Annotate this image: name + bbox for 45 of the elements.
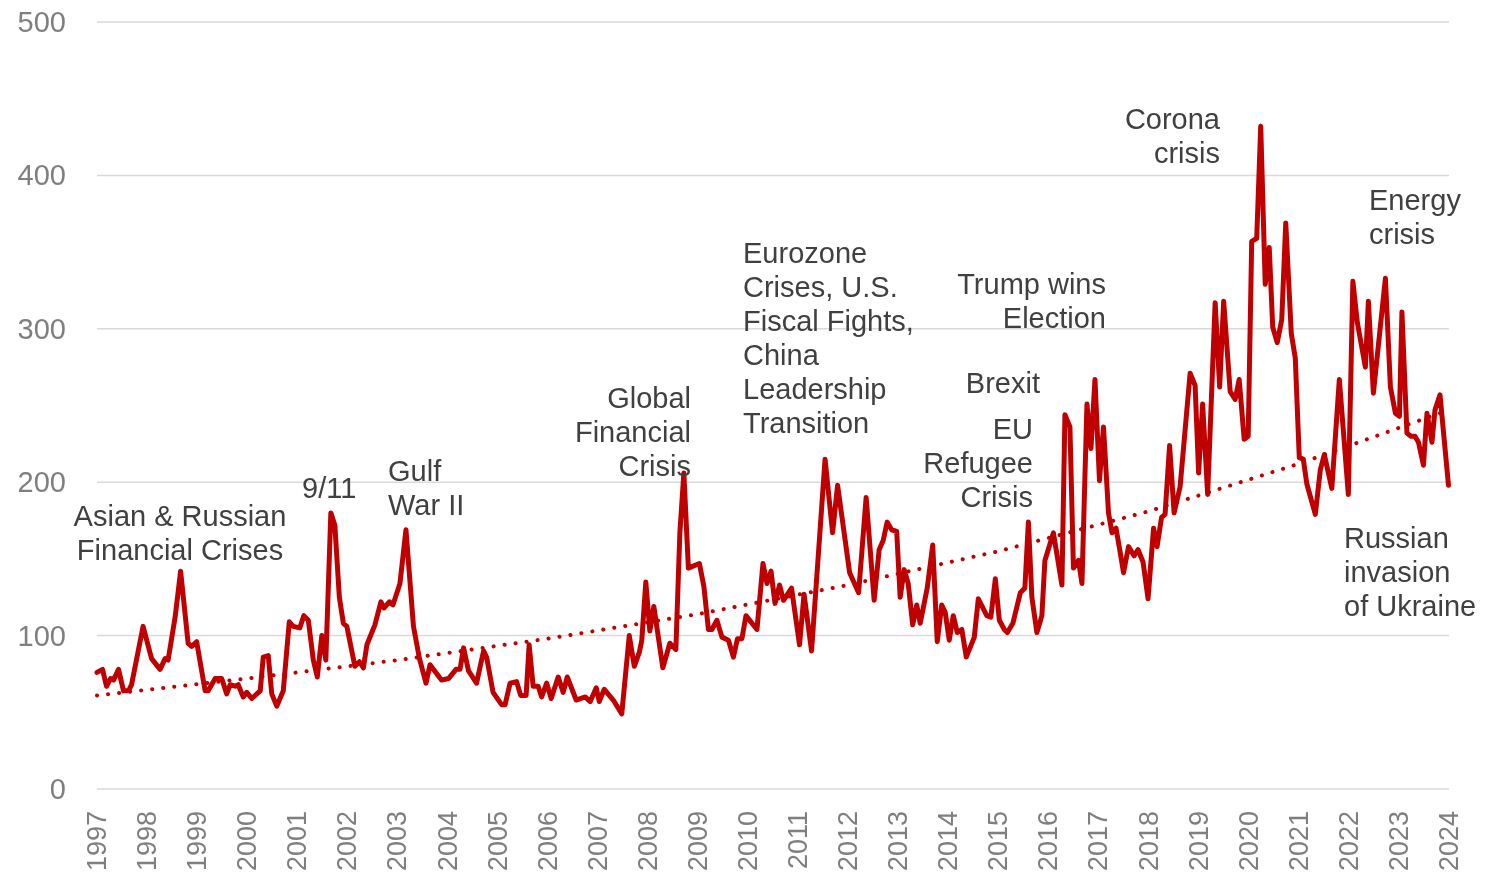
annotation: Brexit bbox=[965, 367, 1040, 399]
annotation: Corona crisis bbox=[1124, 103, 1221, 169]
annotation: Gulf War II bbox=[388, 455, 465, 521]
x-tick-label: 2014 bbox=[933, 811, 964, 872]
x-tick-label: 2010 bbox=[732, 811, 763, 872]
x-tick-label: 2011 bbox=[783, 811, 814, 870]
x-tick-label: 2006 bbox=[532, 811, 563, 872]
x-tick-label: 1997 bbox=[82, 811, 112, 872]
annotation: Asian & Russian Financial Crises bbox=[73, 500, 287, 566]
y-tick-label: 300 bbox=[17, 312, 66, 345]
x-tick-label: 2005 bbox=[482, 811, 513, 872]
y-tick-label: 400 bbox=[17, 159, 66, 192]
x-tick-label: 2003 bbox=[382, 811, 413, 872]
x-tick-label: 2024 bbox=[1434, 811, 1464, 872]
x-tick-label: 2008 bbox=[632, 811, 663, 872]
x-tick-label: 2023 bbox=[1383, 811, 1414, 872]
x-tick-label: 1998 bbox=[132, 811, 163, 872]
y-tick-label: 0 bbox=[49, 773, 66, 805]
y-tick-label: 500 bbox=[17, 6, 66, 38]
x-tick-label: 2012 bbox=[833, 811, 864, 872]
x-tick-label: 2018 bbox=[1133, 811, 1164, 872]
x-tick-label: 2016 bbox=[1033, 811, 1064, 872]
x-tick-label: 2019 bbox=[1183, 811, 1214, 872]
x-tick-label: 2021 bbox=[1283, 811, 1314, 872]
x-tick-label: 2015 bbox=[983, 811, 1014, 872]
annotation: Trump wins Election bbox=[957, 268, 1106, 334]
annotation: Energy crisis bbox=[1369, 184, 1462, 250]
annotation: Global Financial Crisis bbox=[574, 382, 691, 482]
x-tick-label: 2009 bbox=[682, 811, 713, 872]
x-tick-label: 2000 bbox=[232, 811, 263, 872]
x-tick-label: 2022 bbox=[1333, 811, 1364, 872]
x-tick-label: 2001 bbox=[282, 811, 313, 872]
annotation: EU Refugee Crisis bbox=[923, 413, 1033, 513]
x-tick-label: 1999 bbox=[182, 811, 213, 872]
x-tick-label: 2004 bbox=[432, 811, 463, 872]
x-tick-label: 2002 bbox=[332, 811, 363, 872]
x-tick-label: 2007 bbox=[582, 811, 613, 872]
x-tick-label: 2013 bbox=[883, 811, 914, 872]
x-tick-label: 2020 bbox=[1233, 811, 1264, 872]
x-tick-label: 2017 bbox=[1083, 811, 1114, 872]
annotation: Eurozone Crises, U.S. Fiscal Fights, China Leadership Transition bbox=[743, 237, 914, 439]
annotation: Russian invasion of Ukraine bbox=[1344, 522, 1477, 622]
annotation: 9/11 bbox=[302, 472, 357, 504]
y-tick-label: 200 bbox=[17, 466, 66, 499]
y-tick-label: 100 bbox=[17, 619, 66, 652]
